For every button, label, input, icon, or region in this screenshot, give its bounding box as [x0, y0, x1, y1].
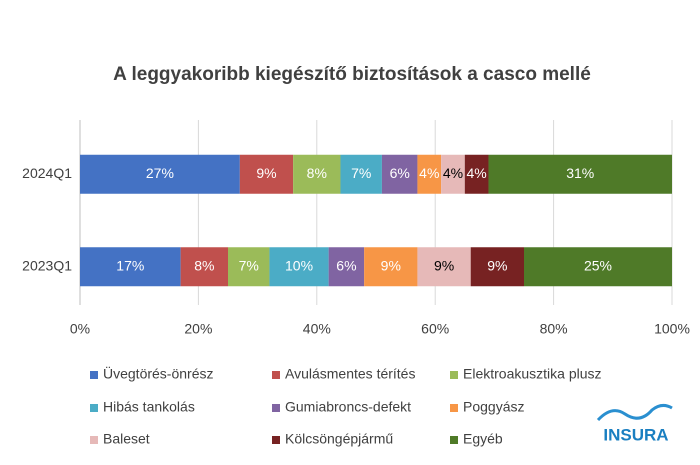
bar-segment — [441, 154, 465, 194]
data-label: 6% — [390, 165, 410, 181]
legend-label: Baleset — [103, 431, 150, 447]
bar-segment — [239, 154, 294, 194]
data-label: 9% — [434, 257, 454, 273]
data-label: 4% — [443, 165, 463, 181]
data-label: 7% — [239, 257, 259, 273]
logo: INSURA — [596, 403, 673, 444]
logo-wave — [596, 403, 673, 422]
legend-label: Elektroakusztika plusz — [463, 366, 602, 382]
bar-segment — [328, 247, 365, 287]
data-label: 17% — [116, 257, 144, 273]
legend-label: Üvegtörés-önrész — [103, 365, 214, 382]
bar-segment — [269, 247, 329, 287]
logo-text: INSURA — [603, 425, 668, 444]
bar-segment — [180, 247, 228, 287]
data-label: 31% — [566, 165, 594, 181]
x-tick-label: 80% — [540, 321, 568, 337]
bar-segment — [364, 247, 418, 287]
bar-segment — [80, 247, 181, 287]
bar-segment — [470, 247, 524, 287]
data-label: 9% — [256, 165, 276, 181]
x-tick-label: 40% — [303, 321, 331, 337]
legend-marker — [450, 404, 458, 412]
bar-segment — [417, 154, 442, 194]
data-label: 8% — [194, 257, 214, 273]
legend-marker — [90, 371, 98, 379]
legend-label: Hibás tankolás — [103, 399, 195, 415]
x-tick-label: 20% — [184, 321, 212, 337]
data-label: 6% — [336, 257, 356, 273]
legend-marker — [272, 436, 280, 444]
bar-segment — [524, 247, 672, 287]
bar-segment — [228, 247, 270, 287]
data-label: 9% — [487, 257, 507, 273]
data-label: 9% — [381, 257, 401, 273]
y-tick-label: 2024Q1 — [22, 165, 72, 181]
y-tick-label: 2023Q1 — [22, 257, 72, 273]
legend-marker — [90, 436, 98, 444]
x-tick-label: 0% — [70, 321, 90, 337]
x-tick-label: 60% — [421, 321, 449, 337]
bar-segment — [488, 154, 672, 194]
legend-marker — [272, 404, 280, 412]
chart-title: A leggyakoribb kiegészítő biztosítások a… — [113, 64, 591, 85]
legend-label: Egyéb — [463, 431, 503, 447]
data-label: 7% — [351, 165, 371, 181]
bar-segment — [381, 154, 418, 194]
bar-segment — [80, 154, 240, 194]
legend-label: Kölcsöngépjármű — [285, 431, 393, 447]
data-label: 27% — [146, 165, 174, 181]
x-tick-label: 100% — [654, 321, 690, 337]
data-label: 25% — [584, 257, 612, 273]
data-label: 4% — [467, 165, 487, 181]
legend-marker — [90, 404, 98, 412]
legend-marker — [450, 436, 458, 444]
legend-marker — [272, 371, 280, 379]
legend-label: Gumiabroncs-defekt — [285, 399, 411, 415]
bar-segment — [464, 154, 489, 194]
data-label: 8% — [307, 165, 327, 181]
legend-label: Poggyász — [463, 399, 524, 415]
bar-segment — [293, 154, 341, 194]
legend-marker — [450, 371, 458, 379]
legend-label: Avulásmentes térítés — [285, 366, 415, 382]
data-label: 4% — [419, 165, 439, 181]
data-label: 10% — [285, 257, 313, 273]
bar-segment — [417, 247, 471, 287]
bar-segment — [340, 154, 382, 194]
